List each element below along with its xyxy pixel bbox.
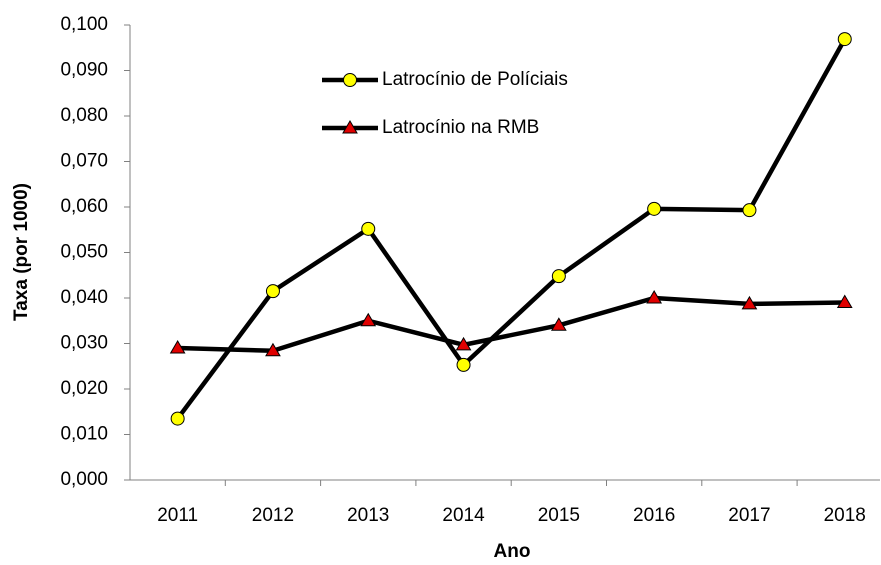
marker bbox=[169, 340, 186, 354]
marker bbox=[836, 294, 853, 309]
legend-marker bbox=[343, 73, 357, 87]
y-axis-label: Taxa (por 1000) bbox=[11, 183, 32, 321]
marker bbox=[551, 269, 566, 284]
marker bbox=[265, 284, 280, 299]
marker bbox=[550, 317, 567, 331]
y-tick-label: 0,020 bbox=[60, 378, 108, 399]
x-tick-label: 2015 bbox=[538, 505, 580, 526]
marker bbox=[647, 201, 662, 216]
x-tick-label: 2011 bbox=[157, 505, 198, 526]
marker bbox=[265, 342, 281, 357]
y-tick-label: 0,070 bbox=[60, 151, 108, 172]
marker bbox=[455, 336, 472, 351]
x-axis-label: Ano bbox=[494, 541, 531, 562]
series-line bbox=[175, 38, 847, 420]
y-tick-label: 0,060 bbox=[60, 196, 108, 217]
marker bbox=[361, 221, 376, 236]
legend-label: Latrocínio na RMB bbox=[382, 117, 539, 138]
y-tick-label: 0,010 bbox=[60, 424, 108, 445]
marker bbox=[360, 312, 377, 327]
marker bbox=[741, 295, 758, 310]
y-tick-label: 0,100 bbox=[60, 14, 108, 35]
x-tick-label: 2014 bbox=[442, 505, 485, 526]
series-line bbox=[177, 295, 845, 354]
marker bbox=[742, 203, 757, 218]
x-tick-label: 2016 bbox=[633, 505, 675, 526]
y-tick-label: 0,000 bbox=[60, 469, 108, 490]
marker bbox=[837, 32, 852, 47]
marker bbox=[646, 290, 663, 304]
legend-marker bbox=[342, 120, 358, 134]
x-tick-label: 2012 bbox=[252, 505, 294, 526]
y-tick-label: 0,080 bbox=[60, 105, 108, 126]
legend-label: Latrocínio de Políciais bbox=[382, 69, 568, 90]
x-tick-label: 2013 bbox=[347, 505, 389, 526]
y-tick-label: 0,040 bbox=[60, 287, 108, 308]
marker bbox=[170, 411, 185, 426]
y-tick-label: 0,030 bbox=[60, 333, 108, 354]
x-tick-label: 2017 bbox=[728, 505, 770, 526]
x-tick-label: 2018 bbox=[824, 505, 866, 526]
y-tick-label: 0,050 bbox=[60, 242, 108, 263]
marker bbox=[456, 357, 471, 372]
y-tick-label: 0,090 bbox=[60, 60, 108, 81]
